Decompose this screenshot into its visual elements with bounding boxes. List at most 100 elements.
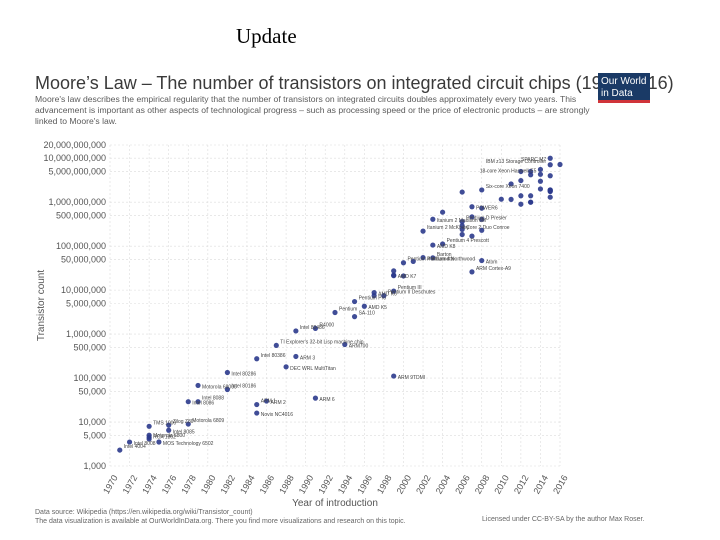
data-label: AMD K8 xyxy=(437,244,456,250)
data-label: IBM z13 Storage Controller xyxy=(486,159,547,165)
x-tick-label: 1976 xyxy=(160,473,179,495)
data-point xyxy=(420,254,426,261)
data-point xyxy=(459,219,465,225)
data-label: Motorola 6800 xyxy=(153,433,185,439)
slide-title: Update xyxy=(236,24,297,48)
x-tick-label: 1988 xyxy=(277,473,296,495)
y-tick-label: 100,000,000 xyxy=(56,241,106,251)
y-axis-label: Transistor count xyxy=(36,270,47,342)
data-label: Motorola 6809 xyxy=(192,418,224,424)
x-tick-label: 2004 xyxy=(434,473,453,495)
data-label: RCA 1802 xyxy=(153,434,176,440)
x-tick-label: 2014 xyxy=(531,473,550,495)
x-tick-label: 1972 xyxy=(121,473,140,495)
data-label: Pentium II Deschutes xyxy=(388,290,436,296)
chart-subtitle: Moore's law describes the empirical regu… xyxy=(35,94,590,126)
data-label: Pentium 4 Northwood xyxy=(427,257,475,263)
x-tick-label: 1996 xyxy=(355,473,374,495)
x-tick-label: 2010 xyxy=(492,473,511,495)
footer-source: Data source: Wikipedia (https://en.wikip… xyxy=(35,509,253,516)
data-label: R4000 xyxy=(319,322,334,328)
x-tick-label: 2008 xyxy=(473,473,492,495)
data-label: Pentium III xyxy=(398,285,422,291)
data-point xyxy=(156,439,162,445)
x-tick-label: 1994 xyxy=(336,473,355,495)
x-tick-label: 2002 xyxy=(414,473,433,495)
data-point xyxy=(430,242,436,248)
data-point xyxy=(508,181,514,187)
data-point xyxy=(391,268,397,274)
data-point xyxy=(508,196,514,202)
data-label: Motorola 68000 xyxy=(202,384,237,390)
data-label: Zilog Z80 xyxy=(173,419,194,425)
data-point xyxy=(469,233,475,239)
data-point xyxy=(166,422,172,428)
data-point xyxy=(146,436,152,442)
data-point xyxy=(459,223,465,229)
data-label: Intel 80286 xyxy=(231,371,256,377)
data-label: ARM 9TDMI xyxy=(398,375,426,381)
logo-line-2: in Data xyxy=(601,88,633,99)
y-tick-label: 500,000,000 xyxy=(56,210,106,220)
data-point xyxy=(400,260,407,266)
x-tick-label: 1986 xyxy=(258,473,277,495)
data-label: Intel 8085 xyxy=(173,429,195,435)
y-tick-label: 1,000,000 xyxy=(66,329,106,339)
x-tick-label: 1982 xyxy=(218,473,237,495)
data-point xyxy=(400,273,407,279)
x-tick-label: 2000 xyxy=(395,473,414,495)
data-label: TMS 1000 xyxy=(153,420,176,426)
data-label: SPARC M7 xyxy=(521,157,546,163)
data-point xyxy=(469,204,475,210)
y-tick-label: 50,000 xyxy=(78,386,106,396)
x-tick-label: 2012 xyxy=(512,473,531,495)
data-point xyxy=(440,241,446,247)
data-point xyxy=(185,399,191,405)
data-point xyxy=(293,353,299,360)
logo-line-1: Our World xyxy=(601,76,647,87)
data-label: Pentium D Presler xyxy=(466,216,507,222)
data-point xyxy=(254,356,260,362)
x-tick-label: 1980 xyxy=(199,473,218,495)
data-point xyxy=(528,199,534,205)
data-point xyxy=(254,401,260,408)
data-point xyxy=(459,189,465,195)
data-point xyxy=(459,226,465,232)
x-tick-label: 1998 xyxy=(375,473,394,495)
data-label: ARM 3 xyxy=(300,355,316,361)
data-label: 18-core Xeon Haswell-E5 xyxy=(480,168,537,174)
y-tick-label: 10,000,000,000 xyxy=(43,153,106,163)
y-tick-label: 5,000 xyxy=(83,430,106,440)
data-point xyxy=(185,421,191,427)
data-point xyxy=(479,227,485,233)
data-point xyxy=(410,258,416,265)
data-point xyxy=(537,178,544,184)
y-tick-label: 1,000,000,000 xyxy=(48,197,106,207)
data-point xyxy=(293,328,299,334)
x-tick-label: 1990 xyxy=(297,473,316,495)
data-point xyxy=(469,269,475,275)
data-label: MOS Technology 6502 xyxy=(163,441,214,447)
data-label: Pentium Pro xyxy=(359,296,387,302)
x-axis-label: Year of introduction xyxy=(292,498,378,509)
y-tick-label: 5,000,000,000 xyxy=(48,166,106,176)
data-label: ARM Cortex-A9 xyxy=(476,266,511,272)
data-label: Intel 8088 xyxy=(202,396,224,402)
data-point xyxy=(361,303,367,309)
data-point xyxy=(117,447,123,453)
data-point xyxy=(351,298,358,305)
data-point xyxy=(528,172,534,178)
y-tick-label: 10,000 xyxy=(78,417,106,427)
data-point xyxy=(498,196,504,202)
y-tick-label: 100,000 xyxy=(73,373,106,383)
data-label: Barton xyxy=(437,252,452,258)
x-tick-label: 1970 xyxy=(101,473,120,495)
data-label: AMD K7 xyxy=(398,274,417,280)
data-point xyxy=(254,410,260,416)
data-point xyxy=(351,314,358,320)
our-world-in-data-logo[interactable]: Our World in Data xyxy=(598,73,650,103)
data-label: Intel 8086 xyxy=(192,401,214,407)
y-tick-label: 1,000 xyxy=(83,461,106,471)
data-point xyxy=(528,193,534,199)
data-point xyxy=(479,257,485,264)
